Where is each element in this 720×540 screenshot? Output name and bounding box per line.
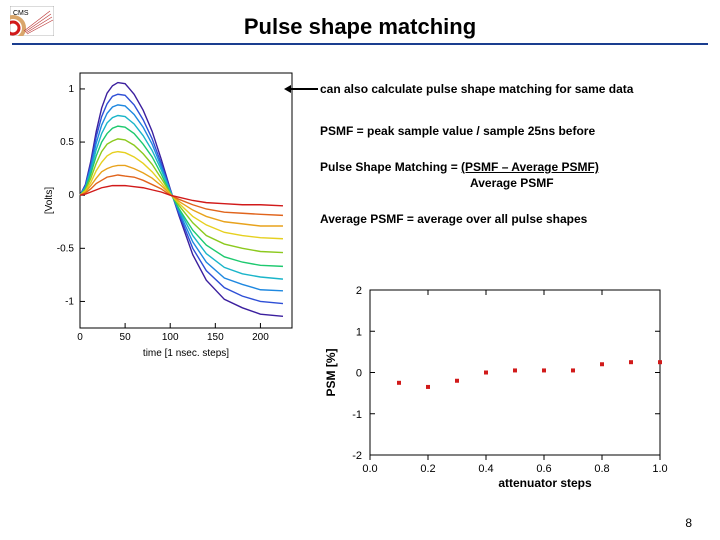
svg-text:100: 100 — [162, 332, 179, 343]
svg-text:0.0: 0.0 — [362, 463, 377, 475]
formula-numerator: (PSMF – Average PSMF) — [461, 160, 599, 174]
text-avg-psmf: Average PSMF = average over all pulse sh… — [320, 212, 700, 227]
svg-text:0.4: 0.4 — [478, 463, 493, 475]
svg-text:time [1 nsec. steps]: time [1 nsec. steps] — [143, 348, 229, 359]
svg-text:150: 150 — [207, 332, 224, 343]
page-number: 8 — [685, 516, 692, 530]
svg-text:200: 200 — [252, 332, 269, 343]
svg-text:0.8: 0.8 — [594, 463, 609, 475]
text-intro: can also calculate pulse shape matching … — [320, 82, 700, 97]
text-psm-formula-bottom: Average PSMF — [470, 176, 700, 191]
svg-text:-2: -2 — [352, 450, 362, 462]
svg-text:0: 0 — [356, 368, 362, 380]
title-underline — [12, 43, 708, 45]
pulse-shape-chart: 0 50 100 150 200 -1 -0.5 0 0.5 1 time [1 nsec. ste… — [40, 65, 300, 360]
psm-scatter-chart: 0.0 0.2 0.4 0.6 0.8 1.0 -2 -1 0 1 2 attenuator step… — [315, 280, 675, 490]
svg-text:2: 2 — [356, 285, 362, 297]
svg-text:attenuator steps: attenuator steps — [498, 476, 592, 490]
formula-lhs: Pulse Shape Matching = — [320, 160, 461, 174]
svg-text:0.5: 0.5 — [60, 137, 74, 148]
arrow-icon — [290, 88, 318, 90]
svg-text:50: 50 — [120, 332, 132, 343]
text-psmf-def: PSMF = peak sample value / sample 25ns b… — [320, 124, 700, 139]
svg-text:1.0: 1.0 — [652, 463, 667, 475]
svg-text:0: 0 — [77, 332, 83, 343]
svg-text:[Volts]: [Volts] — [44, 187, 55, 214]
svg-text:1: 1 — [68, 84, 74, 95]
svg-text:0: 0 — [68, 190, 74, 201]
svg-text:0.6: 0.6 — [536, 463, 551, 475]
svg-text:PSM [%]: PSM [%] — [324, 348, 338, 396]
page-title: Pulse shape matching — [0, 14, 720, 40]
text-psm-formula-top: Pulse Shape Matching = (PSMF – Average P… — [320, 160, 700, 175]
svg-text:-0.5: -0.5 — [57, 243, 75, 254]
svg-text:1: 1 — [356, 326, 362, 338]
svg-text:-1: -1 — [65, 296, 74, 307]
svg-text:0.2: 0.2 — [420, 463, 435, 475]
svg-text:-1: -1 — [352, 409, 362, 421]
